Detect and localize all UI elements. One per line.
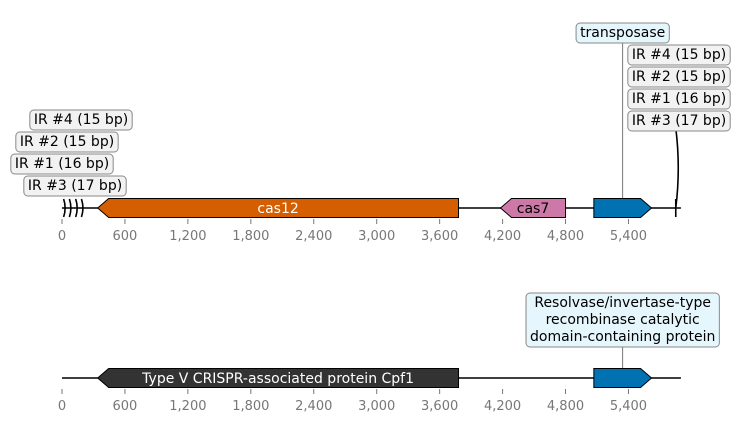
feature-type-v-crispr-associated-protein-cpf1-label: Type V CRISPR-associated protein Cpf1 (141, 371, 414, 387)
feature-transposase-label-text: transposase (580, 25, 665, 41)
axis-tick-label: 3,000 (358, 399, 395, 414)
inverted-repeat-label-text: IR #2 (15 bp) (20, 134, 114, 150)
axis-tick-label: 3,000 (358, 229, 395, 244)
feature-transposase-arrow (593, 198, 653, 218)
axis-tick-label: 3,600 (421, 229, 458, 244)
axis-tick-label: 2,400 (295, 229, 332, 244)
inverted-repeat-label-text: IR #1 (16 bp) (632, 91, 726, 107)
track-1: 0 600 1,200 1,800 2,400 3,000 3,600 4,200 4,800 5… (10, 22, 731, 244)
inverted-repeat-label-box (15, 131, 119, 153)
inverted-repeat-mark (674, 127, 680, 217)
feature-resolvase-invertase-type-recombinase-catalytic-domain-containing-protein-label-text: recombinase catalytic (546, 312, 700, 328)
feature-cas12-label: cas12 (257, 201, 298, 217)
inverted-repeat-label-text: IR #3 (17 bp) (28, 178, 122, 194)
track-2: 0 600 1,200 1,800 2,400 3,000 3,600 4,200 4,800 5… (58, 292, 720, 414)
inverted-repeat-label: IR #3 (17 bp) (23, 175, 127, 197)
axis-tick-label: 1,200 (169, 229, 206, 244)
inverted-repeat-label-box (29, 109, 133, 131)
axis-tick-label: 4,800 (547, 229, 584, 244)
axis-tick-label: 4,200 (484, 399, 521, 414)
axis-tick-label: 4,200 (484, 229, 521, 244)
inverted-repeat-mark (80, 198, 84, 218)
inverted-repeat-label-box (627, 66, 731, 88)
feature-resolvase-invertase-type-recombinase-catalytic-domain-containing-protein-label-box (525, 292, 720, 348)
axis-tick-label: 0 (58, 229, 66, 244)
inverted-repeat-label: IR #3 (17 bp) (627, 110, 731, 132)
inverted-repeat-mark (68, 198, 72, 218)
feature-resolvase-invertase-type-recombinase-catalytic-domain-containing-protein-label-text: domain-containing protein (530, 329, 715, 345)
inverted-repeat-label-text: IR #4 (15 bp) (632, 47, 726, 63)
axis-tick-label: 600 (113, 399, 138, 414)
inverted-repeat-label: IR #4 (15 bp) (627, 44, 731, 66)
axis-tick-label: 600 (113, 229, 138, 244)
inverted-repeat-label-box (627, 88, 731, 110)
axis-tick-label: 2,400 (295, 399, 332, 414)
inverted-repeat-label-box (627, 44, 731, 66)
inverted-repeat-label-text: IR #2 (15 bp) (632, 69, 726, 85)
inverted-repeat-label: IR #1 (16 bp) (10, 153, 114, 175)
inverted-repeat-label-box (10, 153, 114, 175)
inverted-repeat-label-text: IR #1 (16 bp) (15, 156, 109, 172)
axis-tick-label: 1,800 (232, 229, 269, 244)
feature-cas7-label: cas7 (517, 201, 549, 217)
inverted-repeat-label: IR #4 (15 bp) (29, 109, 133, 131)
feature-transposase-label-box (575, 22, 670, 44)
axis-tick-label: 1,800 (232, 399, 269, 414)
axis-tick-label: 5,400 (610, 399, 647, 414)
axis-tick-label: 1,200 (169, 399, 206, 414)
inverted-repeat-label: IR #1 (16 bp) (627, 88, 731, 110)
inverted-repeat-mark (74, 198, 78, 218)
feature-transposase-label: transposase (575, 22, 670, 44)
inverted-repeat-label: IR #2 (15 bp) (15, 131, 119, 153)
inverted-repeat-label-box (627, 110, 731, 132)
axis-tick-label: 4,800 (547, 399, 584, 414)
feature-resolvase-invertase-type-recombinase-catalytic-domain-containing-protein-label-text: Resolvase/invertase-type (534, 295, 711, 311)
feature-resolvase-invertase-type-recombinase-catalytic-domain-containing-protein-arrow (593, 368, 653, 388)
inverted-repeat-label: IR #2 (15 bp) (627, 66, 731, 88)
inverted-repeat-label-box (23, 175, 127, 197)
inverted-repeat-label-text: IR #4 (15 bp) (34, 112, 128, 128)
axis-tick-label: 3,600 (421, 399, 458, 414)
axis-tick-label: 5,400 (610, 229, 647, 244)
feature-type-v-crispr-associated-protein-cpf1-arrow (96, 368, 460, 388)
inverted-repeat-label-text: IR #3 (17 bp) (632, 113, 726, 129)
inverted-repeat-mark (62, 198, 66, 218)
feature-cas7-arrow (499, 198, 567, 218)
axis-tick-label: 0 (58, 399, 66, 414)
feature-cas12-arrow (96, 198, 460, 218)
